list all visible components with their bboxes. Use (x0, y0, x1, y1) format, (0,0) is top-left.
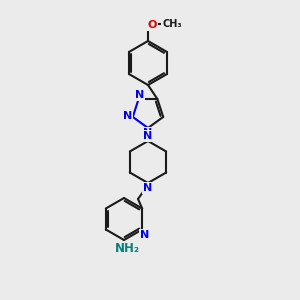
Text: NH₂: NH₂ (115, 242, 140, 254)
Text: N: N (143, 183, 153, 193)
Text: O: O (147, 20, 157, 30)
Text: N: N (143, 128, 153, 138)
Text: CH₃: CH₃ (162, 19, 182, 29)
Text: N: N (123, 111, 132, 121)
Text: N: N (140, 230, 149, 239)
Text: N: N (135, 90, 144, 100)
Text: N: N (143, 131, 153, 141)
